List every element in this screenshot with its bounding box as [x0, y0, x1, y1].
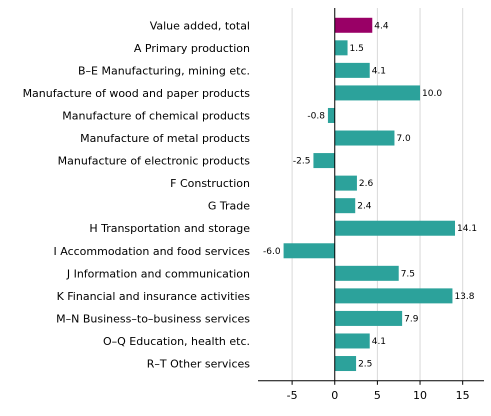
bar — [334, 356, 357, 372]
data-label: -2.5 — [293, 157, 311, 167]
bars — [283, 17, 456, 372]
category-label: F Construction — [170, 177, 250, 190]
category-label: J Information and communication — [66, 267, 250, 280]
category-label: Value added, total — [150, 19, 250, 32]
bar — [334, 333, 370, 349]
category-label: Manufacture of wood and paper products — [23, 87, 251, 100]
category-label: A Primary production — [134, 42, 250, 55]
bar — [334, 40, 348, 56]
data-label: 7.0 — [396, 134, 411, 144]
bar — [334, 198, 356, 214]
category-label: G Trade — [208, 200, 250, 213]
data-label: 2.4 — [357, 202, 372, 212]
data-label: 4.1 — [372, 337, 386, 347]
axes: -5 0 5 10 15 — [258, 8, 484, 402]
bar — [334, 220, 456, 236]
bar — [334, 288, 453, 304]
x-tick-label: -5 — [287, 389, 298, 402]
bar — [334, 265, 399, 281]
bar — [334, 62, 370, 78]
labels: Value added, total 4.4 A Primary productio… — [23, 19, 477, 370]
category-label: H Transportation and storage — [89, 222, 250, 235]
data-label: 10.0 — [422, 89, 442, 99]
data-label: 7.9 — [404, 314, 419, 324]
bar — [334, 175, 357, 191]
x-tick-label: 0 — [331, 389, 338, 402]
data-label: 2.6 — [359, 179, 374, 189]
bar — [334, 130, 395, 146]
data-label: 7.5 — [401, 269, 415, 279]
data-label: 2.5 — [358, 360, 372, 370]
bar — [313, 153, 335, 169]
data-label: 4.4 — [374, 21, 389, 31]
x-tick-label: 15 — [456, 389, 470, 402]
bar — [327, 107, 335, 123]
category-label: B–E Manufacturing, mining etc. — [78, 64, 250, 77]
data-label: 14.1 — [457, 224, 477, 234]
bar — [334, 85, 421, 101]
category-label: Manufacture of metal products — [80, 132, 250, 145]
category-label: R–T Other services — [147, 358, 250, 371]
data-label: -0.8 — [307, 111, 325, 121]
x-tick-label: 10 — [413, 389, 427, 402]
category-label: Manufacture of chemical products — [62, 109, 250, 122]
bar — [334, 17, 373, 33]
category-label: Manufacture of electronic products — [58, 155, 251, 168]
data-label: -6.0 — [263, 247, 281, 257]
category-label: I Accommodation and food services — [54, 245, 251, 258]
data-label: 1.5 — [350, 44, 364, 54]
bar — [334, 310, 403, 326]
data-label: 13.8 — [454, 292, 474, 302]
category-label: O–Q Education, health etc. — [103, 335, 250, 348]
x-tick-label: 5 — [374, 389, 381, 402]
category-label: K Financial and insurance activities — [57, 290, 251, 303]
data-label: 4.1 — [372, 66, 386, 76]
bar — [283, 243, 335, 259]
category-label: M–N Business–to–business services — [56, 312, 250, 325]
